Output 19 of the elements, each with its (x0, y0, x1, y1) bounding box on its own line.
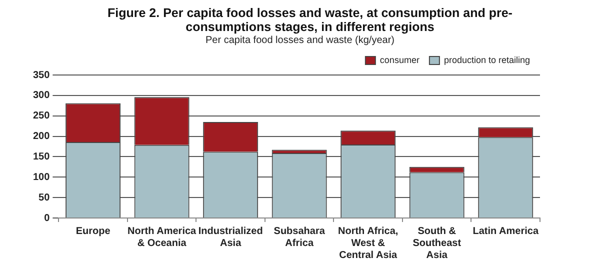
x-tick-label: North Africa, West & Central Asia (338, 226, 398, 261)
x-tick-label: Industrialized Asia (198, 226, 263, 249)
y-tick-label: 0 (44, 212, 50, 224)
x-tick-label: North America & Oceania (128, 226, 197, 249)
chart-subtitle: Per capita food losses and waste (kg/year) (204, 35, 396, 46)
chart-title: Figure 2. Per capita food losses and waste, at consumption and pre-consumptions stages, in different regions (106, 6, 514, 34)
y-tick-label: 50 (38, 192, 50, 204)
y-tick-label: 300 (32, 90, 50, 102)
legend-label: consumer (380, 54, 420, 65)
x-tick-label: Europe (76, 226, 111, 237)
x-tick-label: Subsahara Africa (274, 226, 326, 249)
y-tick-label: 200 (32, 131, 50, 142)
y-tick-label: 350 (32, 70, 50, 81)
legend-label: production to retailing (444, 54, 530, 65)
y-tick-label: 250 (32, 110, 50, 122)
x-tick-label: Latin America (472, 226, 539, 237)
y-tick-label: 150 (32, 151, 50, 162)
x-tick-label: South & Southeast Asia (412, 226, 462, 261)
y-tick-label: 100 (32, 172, 50, 183)
